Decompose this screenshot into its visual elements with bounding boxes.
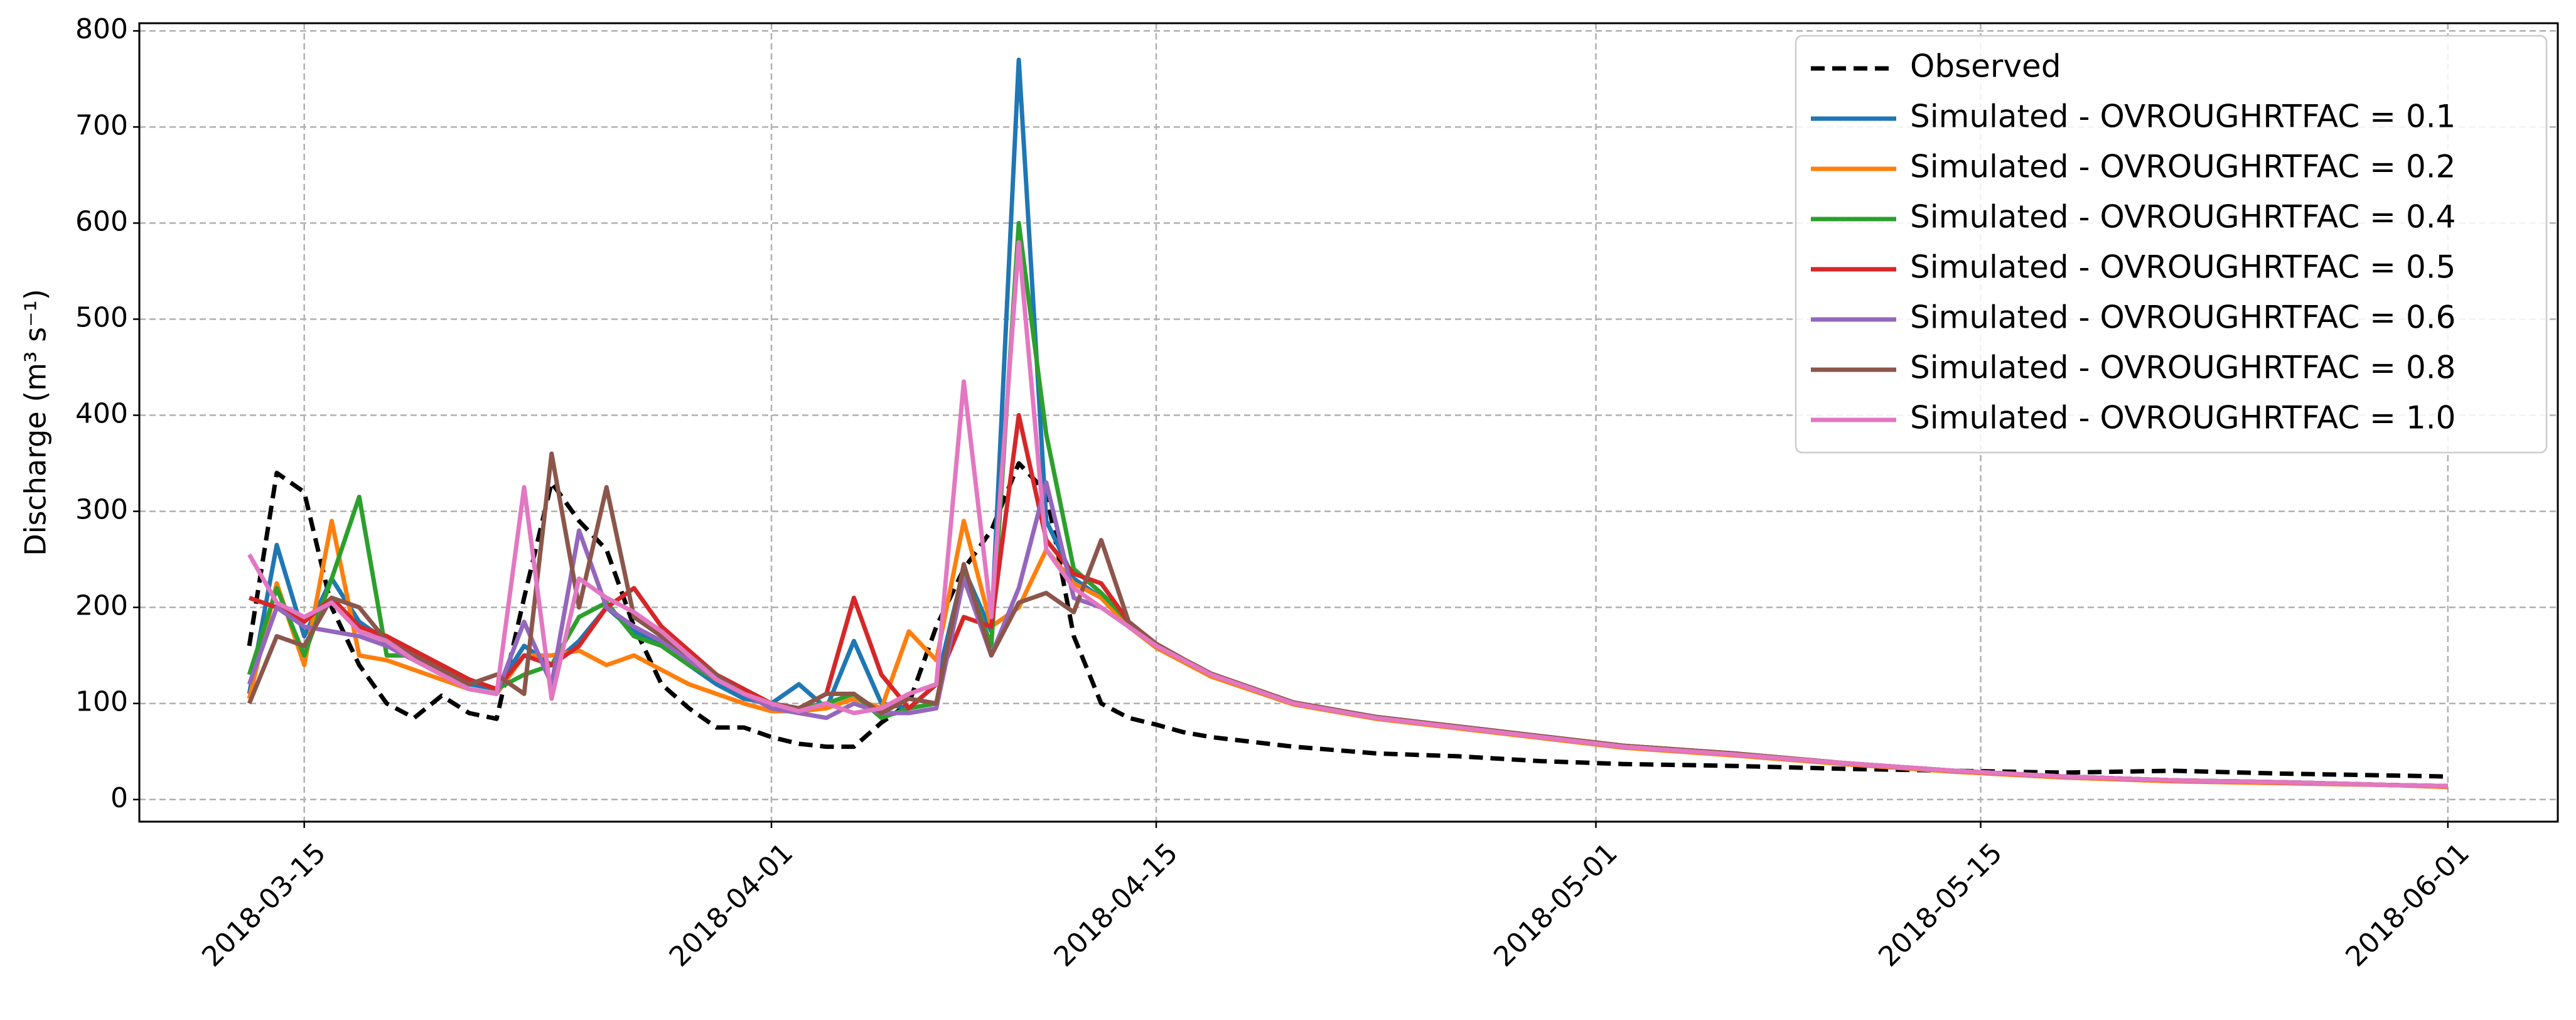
legend-label: Simulated - OVROUGHRTFAC = 0.4 — [1910, 199, 2455, 235]
y-tick-label: 800 — [75, 13, 128, 45]
grid — [139, 23, 2558, 822]
y-tick-label: 100 — [75, 686, 128, 718]
series-line — [247, 480, 2448, 788]
plot-frame — [138, 22, 2559, 823]
legend-label: Simulated - OVROUGHRTFAC = 0.1 — [1910, 99, 2455, 135]
x-tick-label: 2018-05-15 — [1872, 837, 2009, 973]
y-tick-label: 200 — [75, 590, 128, 622]
y-axis-label: Discharge (m³ s⁻¹) — [19, 289, 53, 556]
lines — [247, 57, 2449, 790]
x-tick-label: 2018-04-15 — [1048, 837, 1184, 973]
x-tick-label: 2018-04-01 — [663, 837, 800, 973]
y-tick-label: 500 — [75, 301, 128, 333]
y-tick-label: 400 — [75, 398, 128, 430]
y-tick-label: 300 — [75, 494, 128, 526]
legend-label: Observed — [1910, 48, 2061, 85]
y-tick-label: 600 — [75, 205, 128, 237]
y-tick-label: 0 — [110, 782, 128, 814]
legend-label: Simulated - OVROUGHRTFAC = 0.8 — [1910, 350, 2455, 386]
legend-label: Simulated - OVROUGHRTFAC = 1.0 — [1910, 400, 2455, 436]
series-line — [247, 518, 2449, 790]
legend-label: Simulated - OVROUGHRTFAC = 0.2 — [1910, 149, 2455, 185]
series-line — [247, 461, 2448, 779]
y-tick-label: 700 — [75, 109, 128, 141]
legend-label: Simulated - OVROUGHRTFAC = 0.5 — [1910, 249, 2455, 286]
legend-label: Simulated - OVROUGHRTFAC = 0.6 — [1910, 299, 2455, 336]
legend-box — [1795, 35, 2548, 454]
legend: Observed Simulated - OVROUGHRTFAC = 0.1 Si… — [1795, 35, 2548, 454]
x-tick-label: 2018-03-15 — [196, 837, 332, 973]
x-tick-label: 2018-06-01 — [2339, 837, 2476, 973]
series-line — [247, 240, 2448, 788]
x-tick-label: 2018-05-01 — [1488, 837, 1624, 973]
